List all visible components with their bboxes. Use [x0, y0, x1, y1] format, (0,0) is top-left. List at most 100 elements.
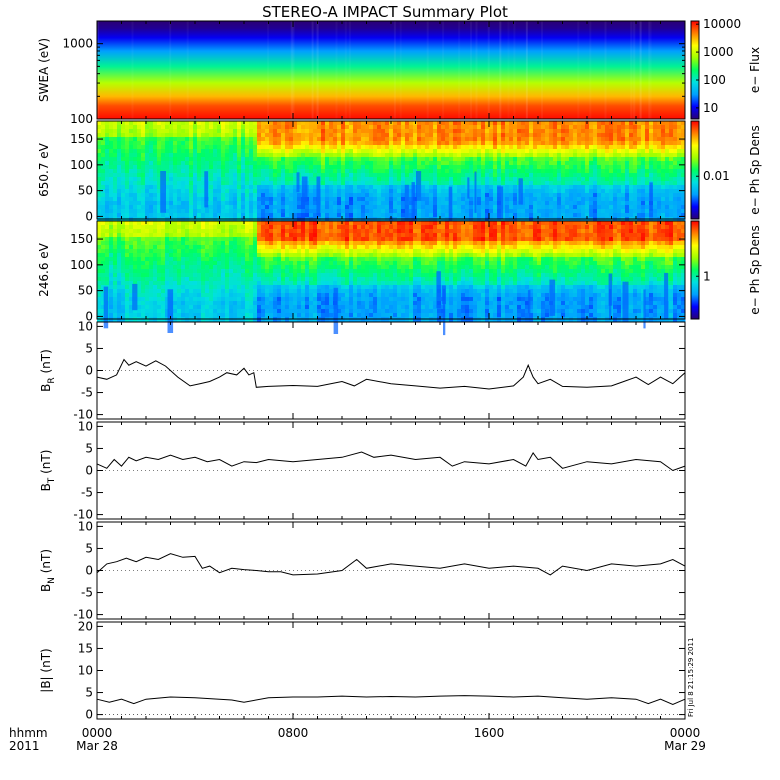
- pad-dip: [204, 171, 209, 208]
- swea-streak: [630, 21, 632, 119]
- swea-streak: [649, 21, 652, 119]
- swea-streak: [525, 21, 528, 119]
- heatmap-pad650: [97, 121, 686, 230]
- swea-streak: [487, 21, 490, 119]
- pad-dip: [404, 184, 409, 224]
- y-tick-label: -10: [73, 608, 93, 622]
- swea-spectrogram: [97, 21, 685, 119]
- swea-streak: [639, 21, 642, 119]
- y-tick-label: -5: [81, 486, 93, 500]
- y-label-unit: (nT): [39, 349, 53, 377]
- y-tick-label: 5: [85, 441, 93, 455]
- y-label-sub: N: [47, 577, 57, 584]
- y-tick-label: 0: [85, 364, 93, 378]
- y-axis-label-bn: BN (nT): [39, 549, 57, 592]
- pad-dip: [443, 288, 446, 336]
- swea-streak: [633, 21, 636, 119]
- swea-streak: [317, 21, 319, 119]
- x-tick-date: Mar 28: [76, 739, 118, 753]
- panel-br: -10 -5 0 5 10 BR (nT): [39, 319, 686, 422]
- swea-streak: [97, 21, 99, 119]
- pad-dip: [518, 178, 523, 205]
- swea-streak: [470, 21, 472, 119]
- pad-dip: [467, 177, 470, 199]
- pad-dip: [527, 290, 531, 314]
- y-axis-label-swea: SWEA (eV): [37, 38, 51, 102]
- swea-streak: [525, 21, 528, 119]
- pad-dip: [448, 186, 453, 228]
- y-label-main: |B| (nT): [39, 648, 53, 692]
- y-tick-label: -5: [81, 586, 93, 600]
- series-line-bn: [96, 553, 686, 576]
- pad-dip: [609, 289, 612, 321]
- swea-streak: [426, 21, 429, 119]
- x-tick-label: 1600: [474, 726, 505, 740]
- y-tick-label: 50: [78, 184, 93, 198]
- y-tick-label: 10: [78, 519, 93, 533]
- pad-dip: [103, 286, 109, 329]
- y-label-sub: R: [47, 377, 57, 383]
- y-label-unit: (nT): [39, 450, 53, 478]
- colorbar-tick-label: 10000: [703, 17, 741, 31]
- y-label-unit: (nT): [39, 549, 53, 577]
- y-axis-label-pad650: 650.7 eV: [37, 142, 51, 197]
- panel-pad246: 1 e− Ph Sp Dens 0 50 100 150 246.6 eV: [37, 220, 762, 336]
- swea-streak: [291, 21, 294, 119]
- colorbar-tick-label: 10: [703, 101, 718, 115]
- swea-streak: [648, 21, 651, 119]
- y-label-sub: T: [47, 477, 57, 484]
- y-tick-label: 5: [85, 686, 93, 700]
- colorbar-tick-label: 1000: [703, 45, 734, 59]
- swea-streak: [499, 21, 502, 119]
- timestamp-stamp: Fri Jul 8 21:15:29 2011: [687, 638, 695, 717]
- y-tick-label: 50: [78, 284, 93, 298]
- y-axis-label-bt: BT (nT): [39, 450, 57, 492]
- pad-dip: [549, 279, 556, 316]
- colorbar-pad246: [690, 220, 700, 320]
- swea-streak: [513, 21, 516, 119]
- pad-dip: [411, 182, 415, 230]
- pad-dip: [643, 289, 646, 329]
- pad-dip: [316, 176, 321, 216]
- y-tick-label: 0: [85, 309, 93, 323]
- swea-streak: [393, 21, 396, 119]
- series-line-br: [96, 358, 686, 390]
- swea-streak: [400, 21, 402, 119]
- y-tick-label: 100: [70, 258, 93, 272]
- pad-dip: [296, 172, 300, 193]
- series-line-bmag: [96, 695, 686, 706]
- y-tick-label: 20: [78, 619, 93, 633]
- y-tick-label: 5: [85, 541, 93, 555]
- series-line-bt: [96, 451, 686, 472]
- pad-dip: [474, 171, 477, 213]
- footer-hhmm: hhmm: [9, 726, 48, 740]
- pad-dip: [649, 182, 653, 211]
- y-tick-label: -10: [73, 508, 93, 522]
- swea-streak: [311, 21, 314, 119]
- colorbar-tick-label: 100: [703, 73, 726, 87]
- swea-streak: [475, 21, 478, 119]
- swea-streak: [311, 21, 314, 119]
- y-tick-label: 10: [78, 319, 93, 333]
- pad-dip: [160, 171, 166, 213]
- y-tick-label: 1000: [62, 37, 93, 51]
- x-tick-label: 0000: [82, 726, 113, 740]
- colorbar-tick-label: 0.01: [703, 169, 730, 183]
- plot-title: STEREO-A IMPACT Summary Plot: [262, 3, 508, 21]
- y-tick-label: 0: [85, 464, 93, 478]
- panel-bmag: 0 5 10 15 20 |B| (nT): [39, 619, 686, 722]
- swea-streak: [315, 21, 318, 119]
- pad-dip: [132, 283, 138, 311]
- pad-dip: [333, 287, 339, 334]
- swea-streak: [508, 21, 510, 119]
- heatmap-pad246: [97, 221, 686, 336]
- x-tick-label: 0800: [278, 726, 309, 740]
- y-label-main: B: [39, 384, 53, 392]
- swea-streak: [186, 21, 189, 119]
- swea-streak: [442, 21, 445, 119]
- panel-pad650: 0.01 e− Ph Sp Dens 0 50 100 150 650.7 eV: [37, 120, 762, 230]
- swea-streak: [267, 21, 269, 119]
- swea-streak: [348, 21, 351, 119]
- y-label-main: B: [39, 584, 53, 592]
- swea-streak: [345, 21, 347, 119]
